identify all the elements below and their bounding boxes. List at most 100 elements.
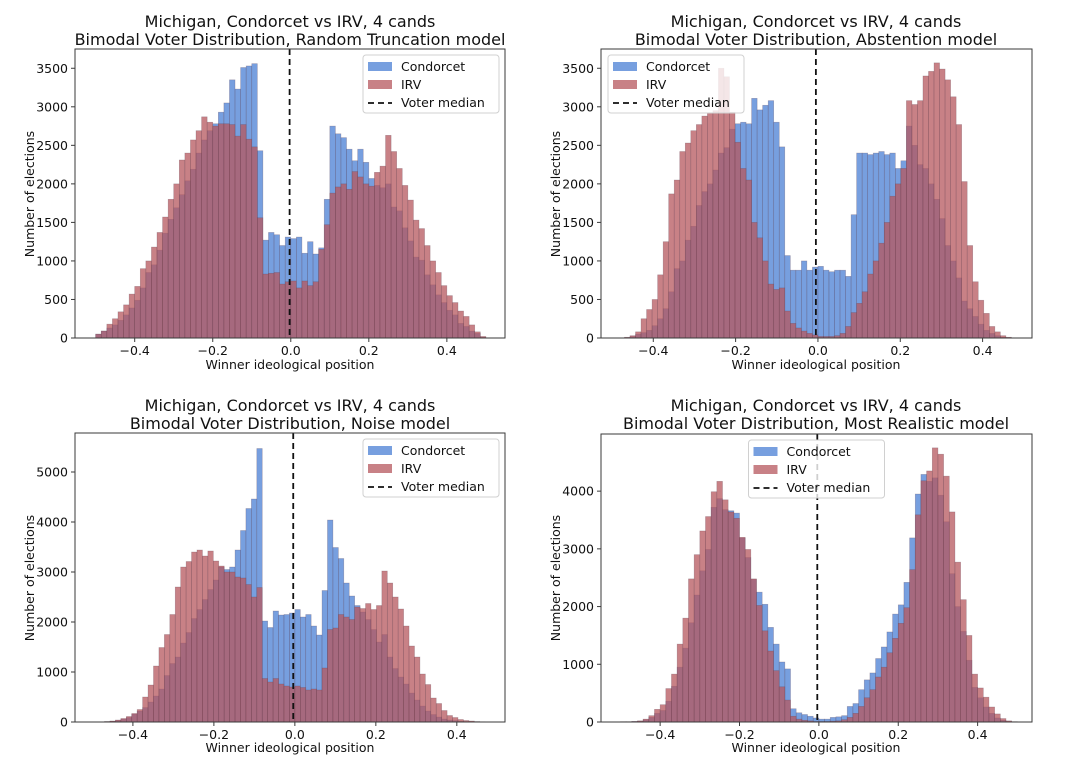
bar-irv — [294, 685, 301, 723]
bar-irv — [348, 619, 355, 723]
bar-irv — [740, 168, 747, 339]
bar-irv — [659, 704, 667, 723]
bar-irv — [914, 514, 922, 723]
bar-irv — [156, 232, 163, 339]
bar-irv — [662, 241, 669, 339]
y-tick-label: 3000 — [36, 565, 68, 580]
bar-irv — [158, 647, 165, 723]
bar-irv — [906, 100, 913, 339]
bar-irv — [169, 614, 176, 723]
bar-irv — [784, 310, 791, 339]
bar-irv — [668, 193, 675, 339]
bar-irv — [206, 121, 214, 339]
bar-irv — [972, 281, 979, 339]
legend-label: Condorcet — [787, 444, 851, 459]
bar-irv — [701, 115, 708, 339]
bar-irv — [971, 673, 978, 723]
bar-irv — [892, 638, 899, 723]
legend-swatch-condorcet — [368, 446, 392, 455]
legend-label: Voter median — [646, 95, 730, 110]
y-axis-label: Number of elections — [22, 515, 37, 641]
bar-irv — [323, 224, 331, 339]
bar-irv — [213, 560, 220, 723]
x-axis-label: Winner ideological position — [206, 357, 375, 372]
bar-irv — [397, 608, 404, 723]
bar-irv — [310, 688, 317, 723]
bar-irv — [446, 715, 453, 723]
y-tick-label: 0 — [60, 715, 68, 730]
bar-irv — [939, 68, 946, 339]
panel-abstention: Michigan, Condorcet vs IRV, 4 cands Bimo… — [548, 12, 1033, 372]
panel-random-truncation: Michigan, Condorcet vs IRV, 4 cands Bimo… — [22, 12, 506, 372]
bar-irv — [750, 578, 757, 723]
bar-irv — [202, 555, 209, 723]
bar-irv — [299, 687, 307, 723]
bar-irv — [305, 689, 312, 723]
chart-subtitle: Bimodal Voter Distribution, Random Trunc… — [75, 30, 506, 49]
plot-area: −0.4 −0.2 0.0 0.2 0.4 0 1000 2000 3000 4000 — [562, 433, 1033, 742]
bar-irv — [944, 79, 951, 339]
bar-irv — [856, 303, 863, 339]
bar-irv — [895, 183, 902, 339]
bar-irv — [869, 689, 876, 723]
bar-irv — [920, 480, 927, 723]
legend-swatch-condorcet — [368, 62, 392, 71]
chart-subtitle: Bimodal Voter Distribution, Abstention m… — [635, 30, 997, 49]
y-tick-label: 0 — [586, 715, 594, 730]
bar-irv — [452, 302, 459, 339]
bar-irv — [886, 652, 893, 723]
bar-irv — [153, 665, 160, 723]
bar-irv — [922, 75, 929, 339]
series-irv — [624, 62, 1012, 339]
bar-irv — [673, 179, 681, 339]
x-tick-label: 0.4 — [973, 343, 993, 358]
bar-irv — [872, 260, 880, 339]
axes-frame — [74, 48, 506, 339]
bar-condorcet — [834, 269, 841, 339]
bar-irv — [937, 453, 944, 723]
bar-irv — [290, 280, 297, 339]
y-axis-label: Number of elections — [548, 131, 563, 257]
bar-irv — [376, 605, 383, 723]
bar-irv — [440, 285, 448, 339]
chart-title: Michigan, Condorcet vs IRV, 4 cands — [671, 396, 962, 415]
bar-irv — [142, 696, 149, 723]
bar-irv — [390, 151, 397, 339]
bar-irv — [733, 517, 740, 723]
bar-irv — [977, 687, 984, 723]
bar-irv — [381, 570, 388, 723]
bar-irv — [112, 318, 119, 339]
bar-irv — [883, 222, 891, 339]
bar-irv — [463, 316, 470, 339]
legend: Condorcet IRV Voter median — [362, 438, 500, 498]
bar-irv — [184, 152, 191, 339]
bar-irv — [343, 616, 350, 723]
bar-condorcet — [828, 271, 835, 339]
bar-irv — [396, 168, 403, 339]
bar-irv — [351, 171, 358, 339]
y-tick-label: 1000 — [562, 253, 594, 268]
bar-irv — [682, 617, 689, 723]
bar-irv — [403, 625, 410, 723]
bar-irv — [374, 172, 381, 339]
bar-irv — [648, 715, 655, 723]
bar-irv — [167, 198, 175, 339]
plot-area: −0.4 −0.2 0.0 0.2 0.4 0 500 1000 1500 2000 2500 300… — [36, 48, 506, 358]
bar-irv — [126, 716, 133, 723]
bar-irv — [950, 96, 957, 339]
bar-irv — [185, 561, 192, 723]
bar-irv — [340, 183, 347, 339]
bar-irv — [926, 470, 933, 723]
bar-irv — [850, 312, 857, 339]
bar-irv — [164, 634, 171, 723]
bar-irv — [267, 681, 274, 723]
bar-condorcet — [839, 269, 846, 339]
bar-irv — [100, 330, 108, 339]
bar-irv — [657, 274, 664, 339]
bar-irv — [712, 110, 719, 339]
bar-irv — [354, 606, 361, 723]
bar-irv — [846, 717, 854, 723]
bar-irv — [307, 285, 314, 339]
y-tick-label: 0 — [586, 331, 594, 346]
legend-label: Voter median — [401, 479, 485, 494]
